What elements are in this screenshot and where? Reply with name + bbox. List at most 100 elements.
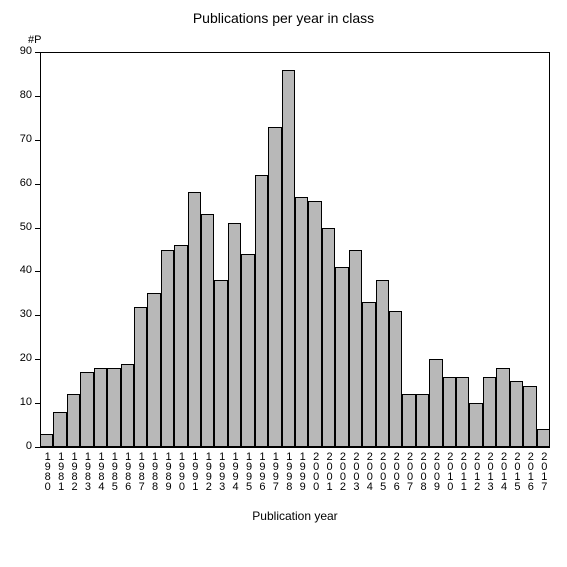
x-tick-label: 1986 — [121, 451, 133, 491]
x-tick-label: 2009 — [430, 451, 442, 491]
bar — [228, 223, 241, 447]
y-tick — [35, 228, 40, 229]
bar — [389, 311, 402, 447]
x-tick-label: 1980 — [41, 451, 53, 491]
x-tick-label: 2016 — [524, 451, 536, 491]
bar — [53, 412, 66, 447]
x-tick-label: 1985 — [108, 451, 120, 491]
y-tick — [35, 447, 40, 448]
bar — [188, 192, 201, 447]
x-tick-label: 1991 — [188, 451, 200, 491]
y-tick-label: 90 — [10, 45, 32, 57]
x-tick-label: 1989 — [162, 451, 174, 491]
x-tick-label: 2013 — [484, 451, 496, 491]
x-tick-label: 1982 — [68, 451, 80, 491]
x-tick-label: 1988 — [148, 451, 160, 491]
bar — [443, 377, 456, 447]
y-tick — [35, 184, 40, 185]
y-tick-label: 20 — [10, 352, 32, 364]
x-tick-label: 2006 — [390, 451, 402, 491]
x-tick-label: 1994 — [229, 451, 241, 491]
bar — [80, 372, 93, 447]
bar — [201, 214, 214, 447]
y-tick-label: 70 — [10, 133, 32, 145]
bar — [469, 403, 482, 447]
bar — [282, 70, 295, 447]
bar — [376, 280, 389, 447]
axis-line — [549, 52, 550, 447]
x-tick-label: 2014 — [497, 451, 509, 491]
bar — [402, 394, 415, 447]
bar — [67, 394, 80, 447]
x-tick-label: 1987 — [135, 451, 147, 491]
x-tick-label: 1993 — [215, 451, 227, 491]
bar — [40, 434, 53, 447]
x-tick-label: 2001 — [323, 451, 335, 491]
x-tick-label: 1997 — [269, 451, 281, 491]
bar — [147, 293, 160, 447]
y-tick — [35, 96, 40, 97]
y-tick-label: 30 — [10, 308, 32, 320]
chart-title: Publications per year in class — [0, 10, 567, 26]
x-tick-label: 2012 — [470, 451, 482, 491]
y-tick-label: 50 — [10, 221, 32, 233]
bar — [523, 386, 536, 447]
x-tick-label: 2011 — [457, 451, 469, 491]
bar — [241, 254, 254, 447]
bar — [537, 429, 550, 447]
bar — [322, 228, 335, 447]
y-tick — [35, 140, 40, 141]
y-tick-label: 60 — [10, 177, 32, 189]
y-tick-label: 80 — [10, 89, 32, 101]
x-tick-label: 1981 — [54, 451, 66, 491]
bar — [362, 302, 375, 447]
x-tick-label: 2005 — [376, 451, 388, 491]
y-tick — [35, 52, 40, 53]
bar — [214, 280, 227, 447]
x-tick-label: 2008 — [417, 451, 429, 491]
y-tick — [35, 359, 40, 360]
x-tick-label: 1983 — [81, 451, 93, 491]
y-tick-label: 0 — [10, 440, 32, 452]
y-tick — [35, 271, 40, 272]
x-tick-label: 1984 — [94, 451, 106, 491]
x-tick-label: 1995 — [242, 451, 254, 491]
bar — [161, 250, 174, 448]
x-tick-label: 2000 — [309, 451, 321, 491]
axis-line — [40, 447, 550, 448]
y-tick — [35, 315, 40, 316]
y-tick — [35, 403, 40, 404]
x-axis-label: Publication year — [40, 509, 550, 523]
y-tick-label: 10 — [10, 396, 32, 408]
bar — [107, 368, 120, 447]
bar — [483, 377, 496, 447]
chart-container: Publications per year in class #P Public… — [0, 0, 567, 567]
bar — [134, 307, 147, 447]
bar — [429, 359, 442, 447]
x-tick-label: 2010 — [443, 451, 455, 491]
bar — [255, 175, 268, 447]
x-tick-label: 2015 — [510, 451, 522, 491]
bar — [308, 201, 321, 447]
x-tick-label: 2007 — [403, 451, 415, 491]
bar — [456, 377, 469, 447]
x-tick-label: 2002 — [336, 451, 348, 491]
axis-line — [40, 52, 550, 53]
x-tick-label: 1992 — [202, 451, 214, 491]
x-tick-label: 2017 — [537, 451, 549, 491]
x-tick-label: 1999 — [296, 451, 308, 491]
bar — [335, 267, 348, 447]
axis-line — [40, 52, 41, 447]
bar — [94, 368, 107, 447]
bar — [174, 245, 187, 447]
x-tick-label: 2004 — [363, 451, 375, 491]
bar — [349, 250, 362, 448]
bar — [295, 197, 308, 447]
x-tick-label: 1998 — [282, 451, 294, 491]
plot-area — [40, 52, 550, 447]
x-tick-label: 1990 — [175, 451, 187, 491]
bar — [496, 368, 509, 447]
y-tick-label: 40 — [10, 264, 32, 276]
bar — [416, 394, 429, 447]
x-tick-label: 2003 — [349, 451, 361, 491]
